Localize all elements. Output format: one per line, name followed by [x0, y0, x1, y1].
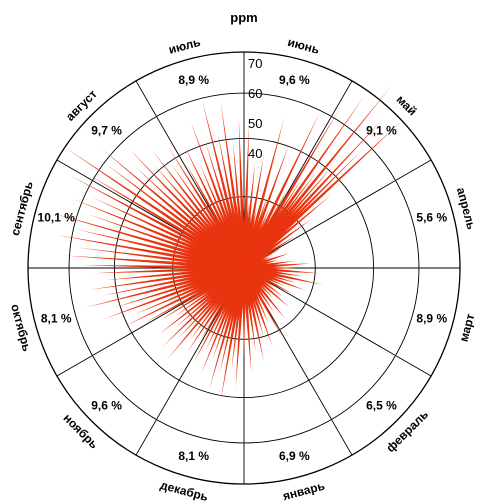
- month-label: ноябрь: [60, 411, 101, 452]
- month-percent-label: 10,1 %: [38, 211, 76, 225]
- direction-spike: [231, 267, 247, 370]
- month-label: апрель: [454, 186, 479, 231]
- direction-spike: [242, 86, 392, 270]
- month-label: февраль: [383, 407, 431, 455]
- direction-spike: [89, 175, 246, 270]
- direction-spike: [242, 118, 384, 270]
- direction-spike: [69, 175, 246, 270]
- month-label: август: [63, 87, 100, 124]
- direction-spike: [241, 209, 257, 269]
- direction-spike: [71, 198, 245, 271]
- direction-spike: [219, 267, 247, 374]
- spike-layer: [53, 86, 402, 401]
- direction-spike: [241, 196, 268, 269]
- direction-spike: [242, 108, 340, 270]
- direction-spike: [242, 266, 292, 294]
- month-percent-label: 8,9 %: [178, 73, 209, 87]
- direction-spike: [101, 148, 246, 270]
- month-label: июль: [167, 35, 202, 57]
- percent-labels: 9,6 % 9,1 % 5,6 % 8,9 % 6,5 % 6,9 % 8,1 % 9,6 %…: [38, 73, 448, 463]
- month-percent-label: 9,1 %: [366, 124, 397, 138]
- direction-spike: [243, 265, 286, 287]
- direction-spike: [242, 120, 402, 270]
- direction-spike: [212, 267, 247, 359]
- direction-spike: [241, 117, 285, 269]
- radial-tick-label: 40: [248, 146, 262, 161]
- direction-spike: [243, 265, 319, 274]
- direction-spike: [91, 197, 245, 270]
- direction-spike: [241, 155, 264, 269]
- direction-spike: [243, 265, 296, 283]
- direction-spike: [134, 165, 246, 270]
- direction-spike: [105, 163, 246, 270]
- unit-label: ppm: [230, 10, 257, 25]
- sector-divider: [243, 159, 432, 269]
- direction-spike: [205, 267, 246, 350]
- month-label: май: [394, 92, 420, 118]
- month-percent-label: 5,6 %: [416, 211, 447, 225]
- direction-spike: [235, 267, 247, 388]
- month-percent-label: 8,9 %: [416, 311, 447, 325]
- direction-spike: [77, 247, 245, 271]
- sector-divider: [243, 267, 432, 377]
- radial-tick-label: 50: [248, 116, 262, 131]
- radial-tick-labels: 40 50 60 70: [248, 56, 262, 161]
- direction-spike: [54, 234, 245, 271]
- direction-spike: [242, 194, 332, 270]
- direction-spike: [243, 265, 304, 277]
- month-label: июнь: [286, 35, 321, 57]
- direction-spike: [200, 266, 246, 341]
- direction-spike: [64, 147, 246, 270]
- direction-spike: [241, 163, 255, 269]
- direction-spike: [242, 111, 321, 269]
- direction-spike: [243, 265, 307, 291]
- direction-spike: [243, 265, 324, 285]
- month-percent-label: 6,5 %: [366, 398, 397, 412]
- month-percent-label: 9,6 %: [279, 73, 310, 87]
- direction-spike: [241, 143, 290, 269]
- direction-spike: [87, 214, 245, 271]
- direction-spike: [238, 118, 247, 269]
- direction-spike: [53, 213, 245, 271]
- month-label: октябрь: [8, 303, 34, 353]
- month-percent-label: 9,6 %: [91, 398, 122, 412]
- direction-spike: [186, 266, 246, 353]
- radial-tick-label: 60: [248, 86, 262, 101]
- month-percent-label: 8,1 %: [178, 449, 209, 463]
- radial-tick-label: 70: [248, 56, 262, 71]
- direction-spike: [242, 95, 365, 270]
- direction-spike: [209, 267, 247, 390]
- month-label: март: [456, 312, 477, 343]
- month-label: декабрь: [159, 478, 210, 503]
- month-percent-label: 6,9 %: [279, 449, 310, 463]
- month-percent-label: 8,1 %: [41, 311, 72, 325]
- direction-spike: [166, 266, 246, 360]
- direction-spike: [220, 267, 247, 401]
- direction-spike: [129, 149, 246, 270]
- month-percent-label: 9,7 %: [91, 124, 122, 138]
- direction-spike: [74, 228, 245, 271]
- month-label: январь: [281, 479, 326, 503]
- direction-spike: [201, 267, 247, 374]
- direction-spike: [64, 255, 245, 271]
- direction-spike: [193, 266, 246, 364]
